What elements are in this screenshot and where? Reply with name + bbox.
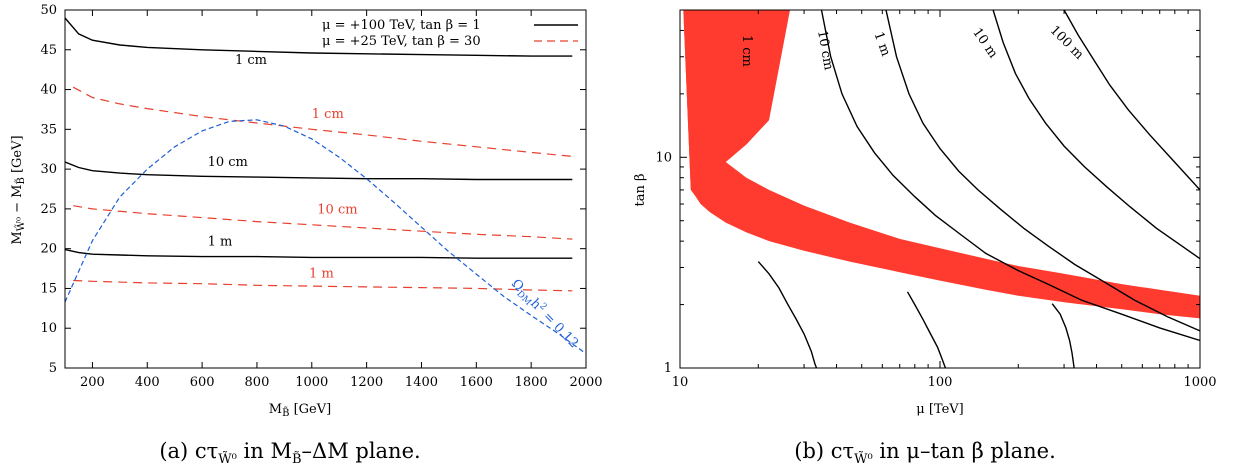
chart-b-ytick-label: 1 bbox=[664, 361, 672, 376]
chart-a-ytick-label: 25 bbox=[40, 202, 57, 217]
chart-a-xtick-label: 1000 bbox=[295, 375, 328, 390]
chart-a-xtick-label: 1400 bbox=[405, 375, 438, 390]
chart-a-ticks: 200 400 600 800 1000 1200 1400 1600 1800 2000 5 10 1… bbox=[40, 3, 602, 390]
chart-a-ytick-label: 5 bbox=[49, 361, 57, 376]
chart-b-xtick-label: 10 bbox=[672, 375, 689, 390]
chart-b-ytick-label: 10 bbox=[655, 150, 672, 165]
chart-a-xtick-label: 1800 bbox=[515, 375, 548, 390]
chart-b-xlabel: μ [TeV] bbox=[916, 402, 963, 417]
chart-a-series-2 bbox=[65, 248, 573, 259]
chart-b-contour-labels: 1 cm 10 cm 1 m 10 m 100 m bbox=[739, 23, 1086, 71]
chart-a-contour-label: 10 cm bbox=[317, 203, 357, 218]
chart-a-xtick-label: 1600 bbox=[460, 375, 493, 390]
chart-b-contour-1 bbox=[820, 10, 1200, 342]
chart-a-contour-label: 1 m bbox=[309, 266, 334, 281]
chart-a-ytick-label: 45 bbox=[40, 43, 57, 58]
chart-a-ytick-label: 35 bbox=[40, 122, 57, 137]
chart-a-caption: (a) cτW̃⁰ in MB̃–ΔM plane. bbox=[159, 439, 420, 467]
chart-a-series-4 bbox=[73, 205, 573, 240]
chart-a-xtick-label: 400 bbox=[135, 375, 160, 390]
chart-a-xtick-label: 600 bbox=[190, 375, 215, 390]
chart-b-contour-label: 1 m bbox=[871, 30, 894, 58]
chart-b-xtick-label: 1000 bbox=[1183, 375, 1216, 390]
chart-a-xtick-label: 800 bbox=[245, 375, 270, 390]
chart-b-band bbox=[683, 10, 1200, 319]
chart-b-contour-4 bbox=[1063, 10, 1200, 191]
chart-a-contour-label: 10 cm bbox=[208, 155, 248, 170]
chart-a-series-1 bbox=[65, 161, 573, 181]
chart-a-ytick-label: 10 bbox=[40, 321, 57, 336]
chart-a-ytick-label: 15 bbox=[40, 281, 57, 296]
chart-b-contour-6 bbox=[906, 291, 947, 368]
chart-b-series-group bbox=[683, 10, 1200, 368]
chart-b-contour-7 bbox=[1051, 303, 1075, 368]
chart-a-xtick-label: 1200 bbox=[350, 375, 383, 390]
chart-b-contour-label: 10 m bbox=[969, 25, 1000, 61]
chart-b-band-top bbox=[683, 10, 790, 190]
chart-a-contour-label: 1 cm bbox=[312, 107, 344, 122]
chart-a-series-0 bbox=[65, 17, 573, 57]
chart-a-legend: μ = +100 TeV, tan β = 1 μ = +25 TeV, tan… bbox=[322, 18, 578, 49]
chart-a-xtick-label: 2000 bbox=[569, 375, 602, 390]
chart-b-caption: (b) cτW̃⁰ in μ–tan β plane. bbox=[794, 439, 1056, 467]
legend-entry-red: μ = +25 TeV, tan β = 30 bbox=[322, 34, 481, 49]
chart-a-ylabel: MW̃⁰ − MB̃ [GeV] bbox=[10, 135, 27, 244]
chart-a-contour-label: 1 cm bbox=[235, 53, 267, 68]
chart-b-contour-label: 1 cm bbox=[739, 35, 754, 67]
chart-a-contour-label: 1 m bbox=[208, 234, 233, 249]
chart-a-series-group bbox=[65, 17, 586, 355]
chart-b-contour-3 bbox=[992, 10, 1200, 260]
chart-b-ylabel: tan β bbox=[633, 174, 648, 207]
chart-a-series-3 bbox=[72, 86, 573, 157]
chart-b-contour-5 bbox=[757, 261, 818, 368]
chart-a-omega-label: ΩDMh2 = 0.12 bbox=[507, 276, 582, 353]
chart-a-ytick-label: 40 bbox=[40, 83, 57, 98]
chart-b-xtick-label: 100 bbox=[928, 375, 953, 390]
legend-entry-black: μ = +100 TeV, tan β = 1 bbox=[322, 18, 481, 33]
chart-b-contour-2 bbox=[885, 10, 1200, 332]
chart-a-series-6 bbox=[65, 119, 586, 355]
chart-a: 200 400 600 800 1000 1200 1400 1600 1800 2000 5 10 1… bbox=[10, 3, 603, 467]
chart-a-frame bbox=[64, 9, 587, 369]
chart-a-xtick-label: 200 bbox=[80, 375, 105, 390]
chart-b-contour-label: 100 m bbox=[1047, 23, 1087, 63]
chart-a-ytick-label: 50 bbox=[40, 3, 57, 18]
chart-b-contour-label: 10 cm bbox=[814, 29, 836, 71]
chart-a-series-5 bbox=[73, 279, 573, 292]
chart-a-xlabel: MB̃ [GeV] bbox=[269, 402, 331, 419]
chart-a-ytick-label: 20 bbox=[40, 242, 57, 257]
chart-a-ytick-label: 30 bbox=[40, 162, 57, 177]
